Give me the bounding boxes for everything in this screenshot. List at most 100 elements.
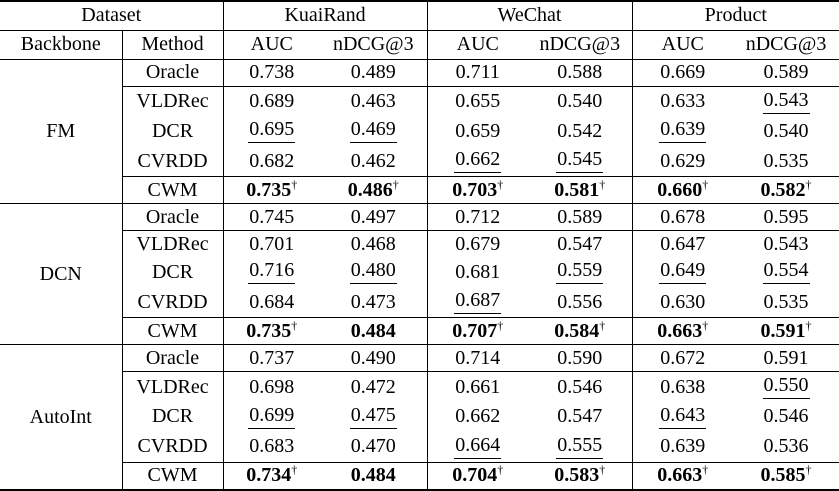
dagger-marker: † [497,176,504,191]
metric-value-cell: 0.556 [528,287,633,318]
method-label: VLDRec [121,371,224,403]
metric-value-cell: 0.468 [320,231,427,258]
metric-value: 0.582 [760,178,806,201]
metric-value: 0.463 [350,90,396,113]
metric-value-cell: 0.714 [426,344,529,373]
dagger-marker: † [599,462,606,477]
dagger-marker: † [497,317,504,332]
metric-value-cell: 0.469 [320,117,427,147]
method-label: DCR [121,116,224,147]
metric-value: 0.595 [763,205,809,228]
table-row-fm-oracle: FM Oracle 0.738 0.489 0.711 0.588 0.669 0.589 [0,59,839,205]
metric-value: 0.714 [455,346,501,369]
metric-value: 0.591 [760,319,806,342]
metric-value-cell: 0.684 [222,287,321,318]
metric-value: 0.546 [557,375,603,398]
backbone-label: FM [0,59,122,205]
metric-value-cell: 0.683 [222,431,321,463]
metric-value: 0.629 [660,149,706,172]
backbone-column-header: Backbone [0,30,122,60]
table-row-dcn-cwm: CWM 0.735† 0.484 0.707† 0.584† 0.663† 0.591† [0,317,839,346]
dagger-marker: † [805,176,812,191]
metric-value-cell: 0.463 [320,86,427,116]
metric-value: 0.462 [350,149,396,172]
metric-value: 0.661 [455,375,501,398]
table-row-dcn-vldrec: VLDRec 0.701 0.468 0.679 0.547 0.647 0.543 [0,230,839,258]
metric-value-cell: 0.711 [426,59,529,87]
metric-value: 0.662 [455,405,501,428]
metric-value-cell: 0.734† [222,462,321,491]
metric-value: 0.660 [657,178,703,201]
metric-value: 0.486 [347,178,393,201]
metric-value-cell: 0.486† [320,176,428,205]
metric-value: 0.473 [350,290,396,313]
table-row-dcn-dcr: DCR 0.716 0.480 0.681 0.559 0.649 0.554 [0,257,839,288]
metric-value: 0.707 [452,319,498,342]
metric-value: 0.672 [660,346,706,369]
metric-value: 0.540 [763,119,809,142]
metric-value-cell: 0.735† [222,176,321,205]
method-label: Oracle [121,59,224,87]
metric-value-cell: 0.629 [631,146,734,177]
metric-value: 0.484 [350,464,396,487]
metric-value: 0.484 [350,319,396,342]
metric-value-cell: 0.689 [222,86,321,117]
metric-value-cell: 0.547 [528,402,632,432]
metric-value: 0.546 [763,405,809,428]
metric-value: 0.663 [657,464,703,487]
dagger-marker: † [599,317,606,332]
metric-value-cell: 0.591† [733,317,839,346]
metric-value-cell: 0.472 [320,372,427,402]
method-label: CVRDD [121,287,224,318]
dagger-marker: † [702,176,709,191]
metric-value: 0.647 [660,232,706,255]
metric-value: 0.556 [557,290,603,313]
dagger-marker: † [702,317,709,332]
metric-value: 0.543 [763,232,809,255]
metric-value: 0.583 [554,464,600,487]
metric-value: 0.679 [455,232,501,255]
metric-value-cell: 0.699 [222,402,321,432]
metric-value-cell: 0.639 [631,431,734,463]
dagger-marker: † [497,462,504,477]
metric-value: 0.638 [660,375,706,398]
metric-value-cell: 0.484 [320,317,428,346]
table-row-fm-vldrec: VLDRec 0.689 0.463 0.655 0.540 0.633 0.543 [0,86,839,117]
metric-value: 0.581 [554,178,600,201]
metric-value-cell: 0.695 [222,116,321,147]
metric-value-cell: 0.582† [733,176,839,205]
metric-value: 0.589 [557,205,603,228]
dataset-header: Dataset [0,1,224,31]
wechat-auc-header: AUC [426,30,529,60]
method-label: DCR [121,257,224,288]
metric-value: 0.547 [557,232,603,255]
metric-value-cell: 0.545 [528,146,633,177]
table-row-autoint-oracle: AutoInt Oracle 0.737 0.490 0.714 0.590 0.672 0.… [0,344,839,491]
metric-value: 0.639 [660,435,706,458]
metric-value: 0.711 [455,61,500,84]
metric-value-cell: 0.589 [528,203,633,232]
metric-value-cell: 0.547 [528,231,632,258]
metric-value: 0.535 [763,149,809,172]
metric-value-cell: 0.630 [631,287,734,318]
metric-value-cell: 0.663† [631,462,734,491]
metric-value-cell: 0.490 [320,344,428,373]
metric-value: 0.681 [455,260,501,283]
metric-value-cell: 0.633 [631,86,734,117]
metric-value: 0.663 [657,319,703,342]
metric-value: 0.678 [660,205,706,228]
metric-value-cell: 0.554 [733,257,839,287]
metric-value-cell: 0.589 [733,59,839,87]
metric-value: 0.698 [249,375,295,398]
metric-value: 0.712 [455,205,501,228]
metric-value-cell: 0.679 [426,230,529,258]
metric-value: 0.630 [660,290,706,313]
metric-value-cell: 0.475 [320,402,427,432]
metric-value-cell: 0.669 [631,59,734,87]
metric-value: 0.689 [249,90,295,113]
dagger-marker: † [599,176,606,191]
metric-value: 0.589 [763,61,809,84]
metric-value-cell: 0.546 [528,372,632,402]
metric-value-cell: 0.737 [222,344,321,373]
